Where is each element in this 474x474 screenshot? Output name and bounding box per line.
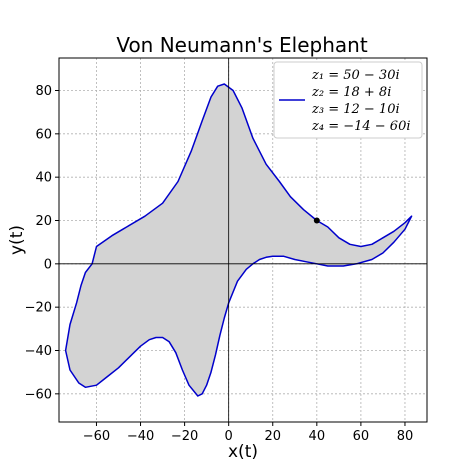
x-tick-label: 60	[353, 429, 370, 444]
y-tick-label: 20	[35, 214, 52, 229]
x-tick-label: −20	[171, 429, 198, 444]
y-axis-ticks: −60 −40 −20 0 20 40 60 80	[25, 84, 59, 402]
y-tick-label: 0	[44, 257, 52, 272]
data-point-marker	[313, 217, 320, 224]
x-axis-label: x(t)	[228, 442, 258, 462]
legend-box	[273, 61, 423, 139]
legend-entry-z1: z₁ = 50 − 30i	[311, 68, 400, 83]
plot-frame	[58, 57, 428, 423]
chart-title: Von Neumann's Elephant	[116, 33, 368, 57]
y-axis-label: y(t)	[7, 225, 27, 255]
legend-entry-z2: z₂ = 18 + 8i	[311, 85, 391, 100]
x-tick-label: 40	[309, 429, 326, 444]
x-tick-label: 0	[225, 429, 233, 444]
legend-entry-z4: z₄ = −14 − 60i	[311, 119, 411, 134]
y-tick-label: 60	[35, 127, 52, 142]
legend-entry-z3: z₃ = 12 − 10i	[311, 102, 400, 117]
y-tick-label: −60	[25, 387, 52, 402]
series-line	[64, 83, 413, 397]
y-tick-label: 80	[35, 84, 52, 99]
x-tick-label: −60	[83, 429, 110, 444]
legend: z₁ = 50 − 30i z₂ = 18 + 8i z₃ = 12 − 10i…	[273, 61, 423, 139]
y-tick-label: 40	[35, 171, 52, 186]
x-tick-label: 20	[264, 429, 281, 444]
y-tick-label: −20	[25, 301, 52, 316]
plot-area	[59, 58, 427, 422]
y-tick-label: −40	[25, 344, 52, 359]
x-tick-label: 80	[397, 429, 414, 444]
series-fill	[65, 84, 412, 396]
x-axis-ticks: −60 −40 −20 0 20 40 60 80	[83, 422, 413, 444]
x-tick-label: −40	[127, 429, 154, 444]
